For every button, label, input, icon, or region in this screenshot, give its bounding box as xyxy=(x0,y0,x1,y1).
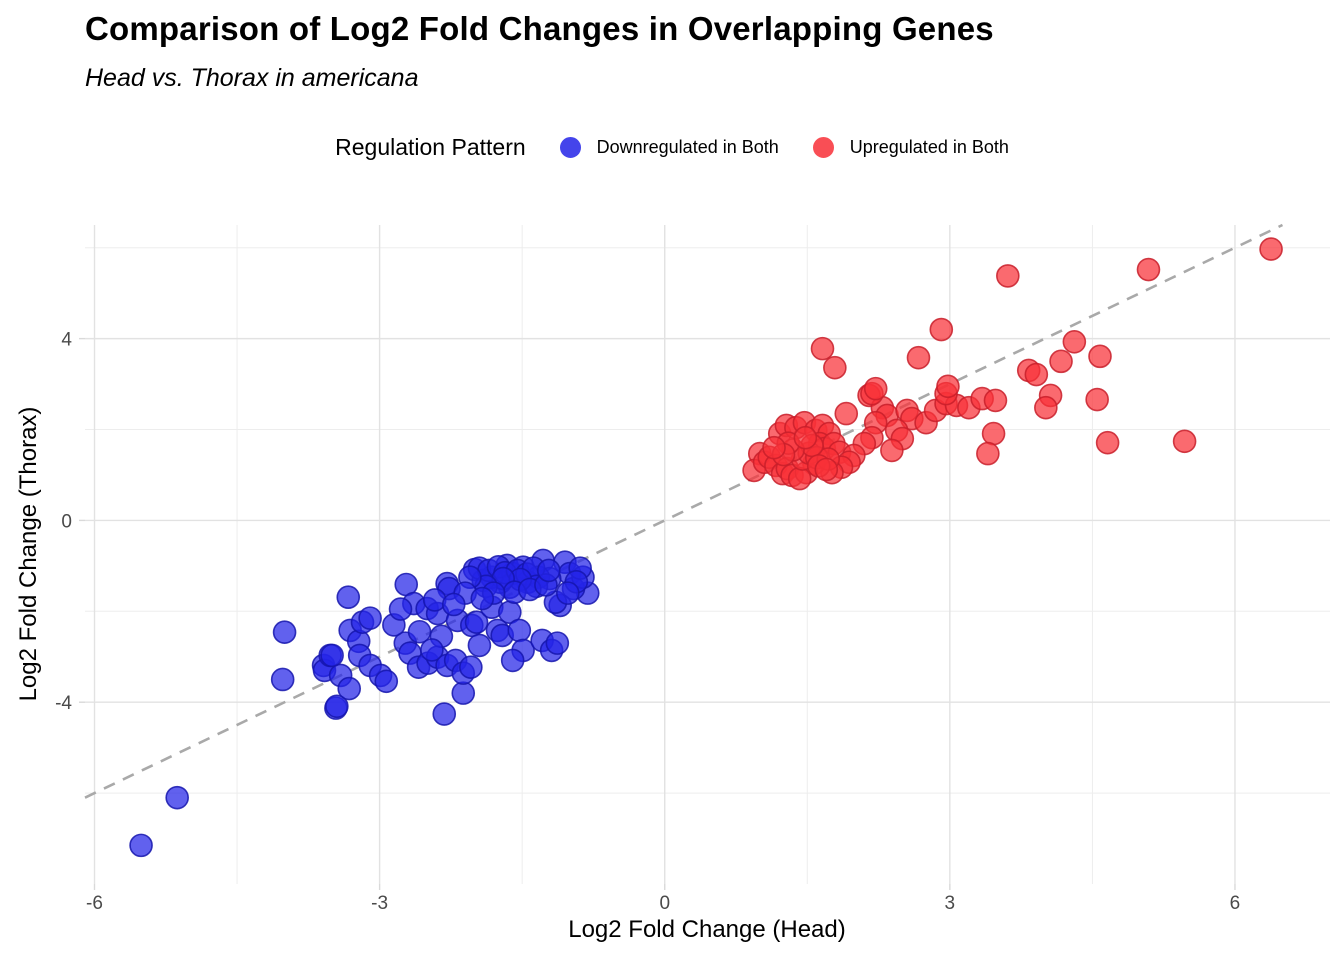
data-point xyxy=(1259,237,1283,261)
data-point xyxy=(996,264,1020,288)
y-tick-label: 4 xyxy=(61,330,72,351)
data-point xyxy=(880,438,904,463)
x-tick-label: -6 xyxy=(86,893,103,914)
data-point xyxy=(929,317,954,342)
data-point xyxy=(272,620,297,645)
legend-label: Downregulated in Both xyxy=(596,137,779,157)
data-point xyxy=(388,597,413,621)
data-point xyxy=(432,702,457,726)
data-point xyxy=(507,618,532,643)
data-point xyxy=(762,435,786,460)
gridlines xyxy=(85,225,1330,884)
data-point xyxy=(976,441,1000,466)
data-point xyxy=(337,676,362,701)
identity-reference-line xyxy=(84,223,1284,799)
data-point xyxy=(441,592,466,617)
data-point xyxy=(555,581,580,605)
x-tick-label: -3 xyxy=(371,893,388,914)
data-point xyxy=(545,631,570,655)
data-point xyxy=(1095,430,1120,455)
data-point xyxy=(1172,429,1197,454)
x-tick-label: 3 xyxy=(945,893,956,914)
data-point xyxy=(320,643,344,668)
data-point xyxy=(1085,387,1109,412)
data-point xyxy=(374,669,399,694)
y-tick-label: -4 xyxy=(55,693,72,714)
dashed-identity-line xyxy=(84,223,1284,799)
data-point xyxy=(464,610,489,635)
data-point xyxy=(129,833,153,858)
data-point xyxy=(451,681,476,705)
x-tick-label: 6 xyxy=(1230,893,1241,914)
data-point xyxy=(1034,395,1058,420)
data-point xyxy=(787,466,812,491)
blue-dot-icon xyxy=(559,137,581,158)
legend-item-upregulated: Upregulated in Both xyxy=(812,137,1009,158)
data-point xyxy=(814,457,839,482)
data-point xyxy=(467,633,492,658)
data-point xyxy=(325,694,349,719)
chart-subtitle: Head vs. Thorax in americana xyxy=(85,64,419,92)
legend-item-downregulated: Downregulated in Both xyxy=(559,137,779,158)
data-point xyxy=(1088,344,1112,369)
legend: Regulation Pattern Downregulated in Both… xyxy=(0,134,1344,161)
data-point xyxy=(1062,330,1087,354)
data-point xyxy=(165,785,189,810)
data-point xyxy=(1049,349,1073,374)
data-point xyxy=(793,425,818,450)
data-point xyxy=(459,655,483,680)
data-point xyxy=(536,558,561,583)
data-point xyxy=(420,638,444,662)
data-point xyxy=(863,376,888,401)
data-point xyxy=(983,388,1008,413)
data-point xyxy=(1024,362,1049,387)
red-dot-icon xyxy=(812,137,834,158)
legend-label: Upregulated in Both xyxy=(849,137,1009,157)
data-point xyxy=(936,374,960,399)
data-point xyxy=(823,355,847,380)
data-points xyxy=(129,237,1283,858)
y-axis-title: Log2 Fold Change (Thorax) xyxy=(15,407,42,702)
data-point xyxy=(270,667,295,692)
x-tick-label: 0 xyxy=(659,893,670,914)
data-point xyxy=(358,606,382,630)
data-point xyxy=(906,345,931,370)
legend-title: Regulation Pattern xyxy=(335,134,526,160)
data-point xyxy=(500,648,525,673)
data-point xyxy=(336,585,361,610)
data-point xyxy=(834,401,859,426)
chart-title: Comparison of Log2 Fold Changes in Overl… xyxy=(85,10,994,47)
data-point xyxy=(470,586,495,611)
data-point xyxy=(981,421,1006,446)
axis-ticks: -6 -3 0 3 6 -4 0 4 xyxy=(55,330,1240,914)
y-tick-label: 0 xyxy=(61,511,72,532)
x-axis-title: Log2 Fold Change (Head) xyxy=(568,916,846,943)
data-point xyxy=(1136,257,1161,282)
data-point xyxy=(810,336,835,361)
